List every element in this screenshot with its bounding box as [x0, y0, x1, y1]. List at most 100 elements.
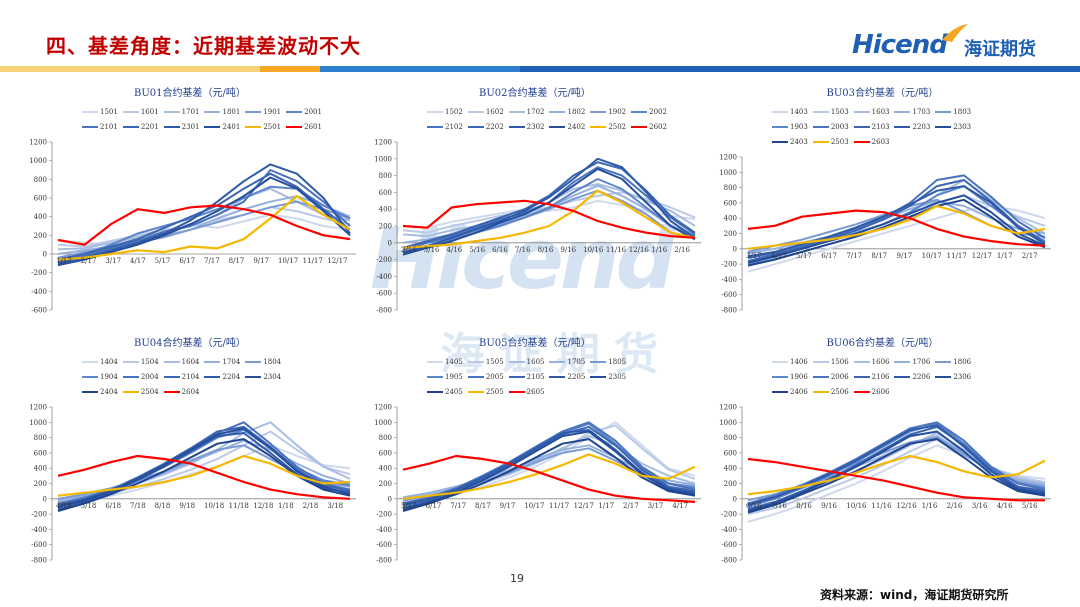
x-tick-label: 5/17: [155, 257, 171, 265]
legend-item: 2301: [163, 123, 199, 131]
legend-label: 2402: [567, 122, 586, 131]
chart-bu03: -800 -600 -400 -200 0 200 400 600 800 1000 1200 3/1…: [710, 80, 1055, 320]
chart-legend: 1501 1601 1701 1801 1901 2001 2101 2201 2301 2401…: [82, 104, 327, 134]
x-tick-label: 8/17: [229, 257, 245, 265]
legend-item: 2505: [467, 387, 504, 396]
y-tick-label: -600: [376, 290, 392, 298]
y-tick-label: 200: [724, 230, 737, 238]
x-tick-label: 8/18: [155, 502, 171, 510]
series-line-2403: [747, 198, 1046, 267]
x-tick-label: 11/17: [947, 252, 967, 260]
header-bar-blue: [320, 66, 520, 72]
y-tick-label: -400: [376, 526, 392, 534]
legend-swatch: [427, 360, 443, 363]
series-line-2606: [747, 457, 1045, 502]
legend-label: 1906: [790, 372, 808, 381]
legend-label: 2505: [485, 387, 504, 396]
legend-item: 2504: [122, 388, 159, 396]
legend-swatch: [122, 125, 139, 128]
legend-item: 1701: [163, 108, 199, 116]
y-tick-label: -600: [721, 541, 737, 549]
x-tick-label: 1/17: [56, 257, 72, 265]
y-tick-label: 0: [733, 495, 737, 503]
page-title: 四、基差角度：近期基差波动不大: [46, 34, 361, 58]
x-tick-label: 4/17: [672, 502, 688, 510]
x-tick-label: 5/17: [796, 252, 812, 260]
legend-item: 1405: [427, 358, 463, 366]
y-tick-label: 0: [733, 245, 737, 253]
legend-item: 2402: [549, 123, 585, 131]
legend-swatch: [894, 110, 911, 113]
y-tick-label: -400: [721, 526, 737, 534]
legend-swatch: [467, 390, 484, 393]
legend-swatch: [245, 110, 262, 113]
legend-swatch: [812, 110, 829, 113]
legend-label: 2206: [912, 372, 931, 381]
y-tick-label: 400: [379, 465, 392, 473]
y-tick-label: -800: [721, 307, 737, 315]
y-tick-label: 800: [379, 434, 392, 442]
legend-item: 2105: [508, 373, 544, 381]
legend-label: 1602: [485, 107, 504, 116]
series-line-2103: [747, 179, 1046, 262]
chart-title: BU05合约基差（元/吨）: [479, 338, 591, 349]
x-tick-label: 2/16: [947, 502, 963, 510]
y-tick-label: 400: [724, 465, 737, 473]
series-line-2506: [747, 454, 1046, 496]
legend-item: 2101: [82, 123, 118, 131]
legend-swatch: [894, 125, 911, 128]
chart-bu01: -600 -400 -200 0 200 400 600 800 1000 1200 1/17 2/1…: [20, 80, 360, 320]
x-tick-label: 6/18: [105, 502, 121, 510]
legend-swatch: [894, 360, 911, 363]
legend-item: 1902: [590, 108, 626, 116]
legend-item: 1504: [122, 358, 159, 366]
legend-item: 2604: [163, 388, 199, 396]
header-bar-orange: [260, 66, 320, 72]
legend-item: 1502: [427, 108, 463, 116]
legend-label: 2501: [263, 122, 282, 131]
legend-item: 2006: [812, 373, 849, 381]
series-line-2504: [57, 454, 351, 497]
legend-label: 1501: [100, 107, 118, 116]
y-tick-label: 1000: [719, 419, 737, 427]
x-tick-label: 5/17: [401, 502, 417, 510]
x-tick-label: 1/17: [997, 252, 1013, 260]
legend-item: 1806: [935, 358, 971, 366]
legend-label: 2203: [912, 122, 931, 131]
legend-item: 1801: [204, 108, 240, 116]
legend-swatch: [163, 390, 180, 393]
legend-swatch: [853, 390, 870, 393]
series-line-2603: [747, 209, 1046, 247]
x-tick-label: 7/16: [771, 502, 787, 510]
chart-legend: 1406 1506 1606 1706 1806 1906 2006 2106 2206 2306…: [772, 354, 976, 399]
legend-label: 1603: [871, 107, 890, 116]
x-tick-label: 11/16: [871, 502, 892, 510]
legend-swatch: [853, 140, 870, 143]
series-line-2601: [57, 204, 351, 246]
series-line-2503: [747, 204, 1046, 250]
legend-label: 2201: [140, 122, 159, 131]
series-line-2002: [402, 178, 696, 253]
y-tick-label: -400: [31, 526, 47, 534]
y-tick-label: 1000: [29, 157, 47, 165]
y-tick-label: 1000: [374, 155, 392, 163]
legend-item: 2103: [853, 123, 889, 131]
x-tick-label: 2/17: [1022, 252, 1038, 260]
series-line-2302: [402, 157, 696, 254]
y-tick-label: 800: [724, 184, 737, 192]
y-tick-label: -600: [721, 291, 737, 299]
legend-label: 2304: [263, 372, 282, 381]
y-tick-label: 0: [388, 495, 392, 503]
y-tick-label: 1200: [29, 404, 47, 412]
y-tick-label: -600: [31, 307, 47, 315]
header-bar-navy: [520, 66, 1080, 72]
legend-label: 2403: [790, 137, 808, 146]
x-tick-label: 4/18: [56, 502, 72, 510]
legend-item: 1501: [82, 108, 118, 116]
x-tick-label: 4/17: [771, 252, 787, 260]
legend-swatch: [122, 110, 139, 113]
x-tick-label: 6/17: [179, 257, 195, 265]
x-tick-label: 12/16: [629, 246, 650, 254]
legend-label: 2202: [485, 122, 504, 131]
chart-plot: -800 -600 -400 -200 0 200 400 600 800 1000 1200 5/1…: [374, 404, 701, 565]
